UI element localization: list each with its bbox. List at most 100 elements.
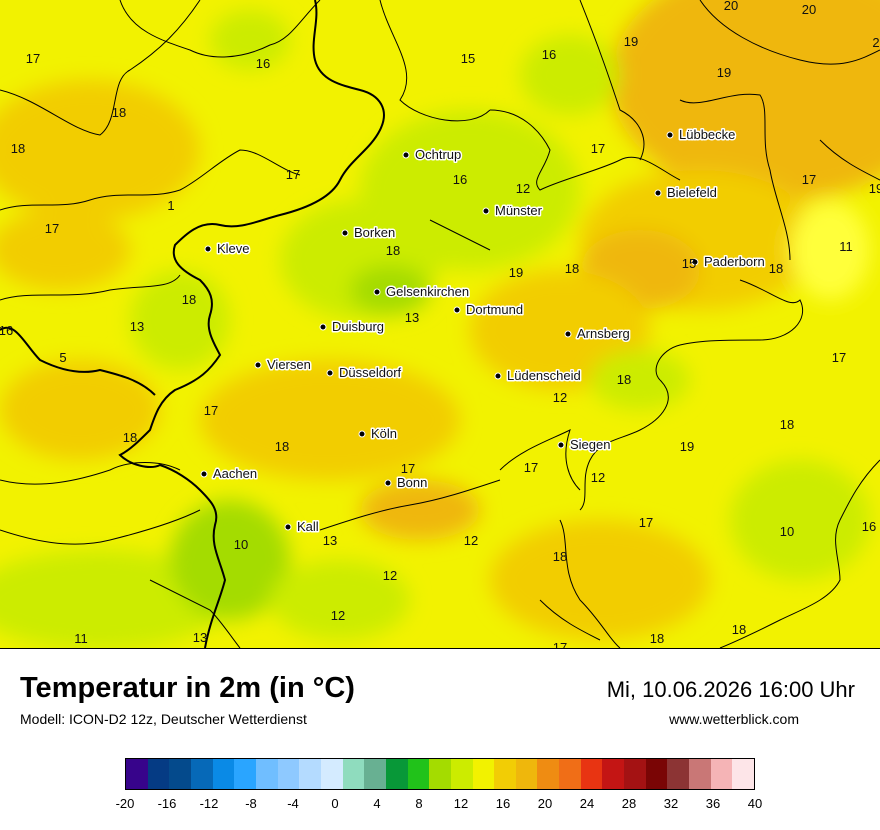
temperature-label: 17 [45, 221, 59, 236]
colorbar-swatch [667, 759, 690, 789]
colorbar-tick-label: 0 [331, 796, 339, 811]
temperature-label: 1 [167, 198, 174, 213]
colorbar-swatch [234, 759, 256, 789]
colorbar-swatch [364, 759, 386, 789]
temperature-label: 18 [11, 141, 25, 156]
national-borders [0, 0, 385, 648]
city-dot [654, 189, 662, 197]
colorbar-tick-label: 28 [621, 796, 637, 811]
city-dot [494, 372, 502, 380]
city-label: Duisburg [332, 319, 384, 334]
temperature-label: 18 [553, 549, 567, 564]
temperature-label: 17 [286, 167, 300, 182]
colorbar-tick-label: -20 [115, 796, 135, 811]
temperature-label: 17 [401, 461, 415, 476]
colorbar [125, 758, 755, 790]
forecast-datetime: Mi, 10.06.2026 16:00 Uhr [606, 677, 855, 702]
colorbar-swatch [624, 759, 646, 789]
colorbar-swatch [407, 759, 430, 789]
colorbar-tick-label: 12 [453, 796, 469, 811]
city-dot [453, 306, 461, 314]
temperature-label: 17 [553, 640, 567, 648]
temperature-label: 11 [74, 631, 88, 646]
city-label: Arnsberg [577, 326, 630, 341]
colorbar-tick-label: 24 [579, 796, 595, 811]
model-info: Modell: ICON-D2 12z, Deutscher Wetterdie… [20, 711, 307, 727]
temperature-label: 17 [524, 460, 538, 475]
temperature-label: 19 [717, 65, 731, 80]
city-label: Münster [495, 203, 543, 218]
city-label: Ochtrup [415, 147, 461, 162]
colorbar-swatch [429, 759, 451, 789]
temperature-label: 18 [182, 292, 196, 307]
temperature-label: 12 [516, 181, 530, 196]
website-link[interactable]: www.wetterblick.com [669, 711, 799, 727]
temperature-label: 12 [383, 568, 397, 583]
temperature-label: 19 [509, 265, 523, 280]
city-label: Kall [297, 519, 319, 534]
city-label: Kleve [217, 241, 250, 256]
temperature-label: 17 [591, 141, 605, 156]
colorbar-swatch [472, 759, 495, 789]
temperature-label: 13 [193, 630, 207, 645]
city-label: Dortmund [466, 302, 523, 317]
temperature-label: 20 [802, 2, 816, 17]
city-dot [254, 361, 262, 369]
city-dot [402, 151, 410, 159]
temperature-label: 11 [839, 239, 853, 254]
city-dot [557, 441, 565, 449]
colorbar-swatch [212, 759, 235, 789]
colorbar-swatch [299, 759, 321, 789]
city-label: Siegen [570, 437, 610, 452]
temperature-label: 2 [872, 35, 879, 50]
colorbar-tick-label: 36 [705, 796, 721, 811]
colorbar-swatch [494, 759, 516, 789]
temperature-label: 19 [869, 181, 880, 196]
temperature-label: 18 [275, 439, 289, 454]
temperature-label: 17 [639, 515, 653, 530]
city-label: Bonn [397, 475, 427, 490]
city-dot [341, 229, 349, 237]
colorbar-tick-label: 32 [663, 796, 679, 811]
city-dot [326, 369, 334, 377]
temperature-label: 17 [26, 51, 40, 66]
temperature-label: 16 [256, 56, 270, 71]
colorbar-tick-label: 20 [537, 796, 553, 811]
city-dot [373, 288, 381, 296]
colorbar-ticks: -20 -16 -12 -8 -4 0 4 8 12 16 20 24 28 32 36 40 [116, 796, 763, 814]
temperature-label: 13 [130, 319, 144, 334]
city-label: Borken [354, 225, 395, 240]
colorbar-swatch [169, 759, 191, 789]
temperature-field [0, 0, 880, 648]
colorbar-swatch [342, 759, 365, 789]
temperature-map: Lübbecke Ochtrup Bielefeld Münster Borken Kle… [0, 0, 880, 649]
city-dot [691, 258, 699, 266]
city-label: Bielefeld [667, 185, 717, 200]
temperature-label: 19 [680, 439, 694, 454]
city-dot [666, 131, 674, 139]
temperature-label: 13 [323, 533, 337, 548]
temperature-label: 16 [453, 172, 467, 187]
temperature-label: 18 [769, 261, 783, 276]
city-dot [200, 470, 208, 478]
temperature-label: 18 [617, 372, 631, 387]
temperature-label: 15 [682, 256, 696, 271]
temperature-label: 5 [59, 350, 66, 365]
colorbar-swatch [385, 759, 408, 789]
temperature-label: 17 [832, 350, 846, 365]
temperature-label: 12 [591, 470, 605, 485]
temperature-label: 17 [204, 403, 218, 418]
city-label: Lübbecke [679, 127, 735, 142]
colorbar-swatch [689, 759, 711, 789]
colorbar-tick-label: -8 [245, 796, 257, 811]
city-markers: Lübbecke Ochtrup Bielefeld Münster Borken Kle… [200, 126, 766, 536]
map-canvas: Lübbecke Ochtrup Bielefeld Münster Borken Kle… [0, 0, 880, 648]
city-dot [204, 245, 212, 253]
colorbar-swatch [190, 759, 213, 789]
colorbar-tick-label: -4 [287, 796, 299, 811]
city-dot [319, 323, 327, 331]
city-dot [284, 523, 292, 531]
colorbar-swatch [645, 759, 668, 789]
colorbar-tick-label: 8 [415, 796, 423, 811]
city-dot [358, 430, 366, 438]
